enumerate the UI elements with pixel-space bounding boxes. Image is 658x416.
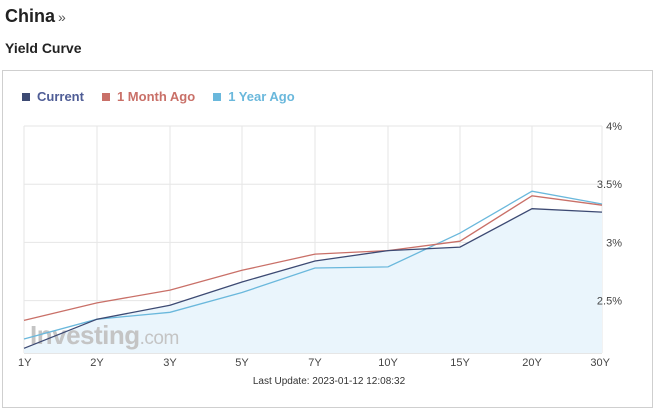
legend-item-1-month-ago[interactable]: 1 Month Ago [101, 89, 196, 104]
page-header: China» [5, 5, 66, 28]
section-title: Yield Curve [5, 40, 82, 56]
country-name[interactable]: China [5, 6, 56, 26]
legend-swatch-current [22, 92, 30, 101]
series-current-line [23, 208, 603, 349]
y-axis: 4% 3.5% 3% 2.5% [597, 121, 622, 308]
current-area-fill [24, 208, 602, 353]
country-link[interactable]: China» [5, 5, 66, 28]
x-tick-label-5y: 5Y [235, 357, 249, 369]
series-1-year-ago-line [23, 190, 603, 340]
y-tick-label-2: 3% [606, 237, 622, 249]
legend-label-1-month-ago[interactable]: 1 Month Ago [116, 89, 196, 104]
x-tick-label-30y: 30Y [590, 357, 610, 369]
x-tick-label-7y: 7Y [308, 357, 322, 369]
x-tick-label-20y: 20Y [522, 357, 542, 369]
chevron-right-icon[interactable]: » [58, 9, 66, 25]
x-tick-label-10y: 10Y [378, 357, 398, 369]
last-update-label: Last Update: 2023-01-12 12:08:32 [252, 376, 406, 387]
legend-swatch-1-year-ago [213, 92, 222, 101]
watermark-suffix: .com [140, 328, 179, 349]
y-tick-label-3: 2.5% [597, 296, 622, 308]
series-1-month-ago-line [23, 195, 603, 322]
x-tick-label-1y: 1Y [18, 357, 32, 369]
y-tick-label-0: 4% [606, 121, 622, 133]
chart-legend: Current 1 Month Ago 1 Year Ago [22, 89, 313, 104]
legend-item-1-year-ago[interactable]: 1 Year Ago [213, 89, 295, 104]
x-axis: 1Y 2Y 3Y 5Y 7Y 10Y 15Y 20Y 30Y [18, 357, 611, 369]
legend-swatch-1-month-ago [101, 92, 110, 101]
investing-watermark: Investing.com [30, 320, 179, 350]
legend-label-1-year-ago[interactable]: 1 Year Ago [228, 89, 295, 104]
series-lines [23, 190, 603, 349]
x-tick-label-2y: 2Y [90, 357, 104, 369]
current-area [24, 208, 602, 353]
legend-label-current[interactable]: Current [37, 89, 84, 104]
legend-item-current[interactable]: Current [22, 89, 84, 104]
x-tick-label-3y: 3Y [163, 357, 177, 369]
watermark-brand-text: Investing [30, 320, 140, 350]
x-tick-label-15y: 15Y [450, 357, 470, 369]
y-tick-label-1: 3.5% [597, 179, 622, 191]
watermark-brand: Investing.com [30, 320, 179, 350]
